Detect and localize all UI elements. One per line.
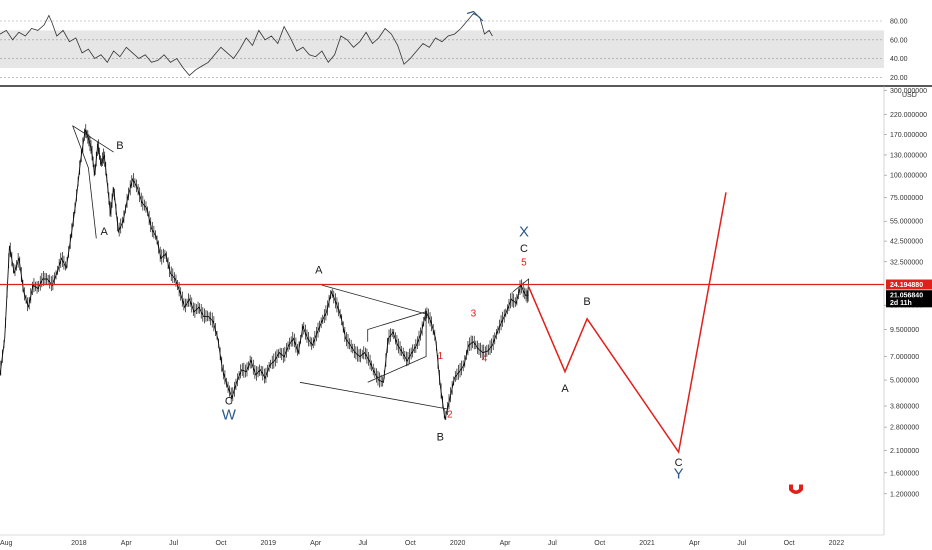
rsi-tick-label: 60.00: [890, 37, 908, 44]
rsi-y-axis: 80.00 60.00 40.00 20.00: [890, 19, 908, 82]
price-tick-label: 300.000000: [890, 88, 927, 95]
time-tick-label: Jul: [548, 540, 557, 547]
wave-label: 2: [447, 410, 453, 421]
wave-label: B: [437, 431, 444, 443]
price-tick-label: 130.000000: [890, 152, 927, 159]
time-tick-label: Jul: [737, 540, 746, 547]
rsi-tick-label: 80.00: [890, 19, 908, 26]
rsi-tick-label: 40.00: [890, 56, 908, 63]
wave-label: C: [520, 243, 528, 255]
time-tick-label: Jul: [359, 540, 368, 547]
price-tick-label: 3.800000: [890, 403, 919, 410]
price-tick-label: 220.000000: [890, 112, 927, 119]
wave-label: 4: [482, 354, 488, 365]
wave-label: A: [561, 383, 569, 395]
wave-label: B: [583, 296, 590, 308]
price-tag-box: [886, 279, 932, 290]
price-tag-label: 24.194880: [890, 282, 923, 289]
wave-label: 1: [438, 351, 444, 362]
price-tag-box: [886, 290, 932, 301]
wave-label: 3: [471, 308, 477, 319]
projection-path: [528, 192, 727, 455]
price-tick-label: 1.600000: [890, 470, 919, 477]
trend-line: [72, 125, 114, 153]
rsi-panel: 80.00 60.00 40.00 20.00: [0, 10, 908, 82]
trend-line: [367, 311, 427, 383]
price-tag-label: 21.056840: [890, 293, 923, 300]
currency-label: USD: [902, 92, 917, 99]
wave-label: C: [225, 395, 233, 407]
wave-label: A: [100, 226, 108, 238]
time-tick-label: Oct: [216, 540, 227, 547]
rsi-tick-label: 20.00: [890, 75, 908, 82]
trend-line: [512, 278, 530, 304]
price-panel: 300.000000 220.000000 170.000000 130.000000…: [0, 86, 932, 535]
time-tick-label: 2022: [829, 540, 845, 547]
wave-label: 5: [521, 257, 527, 268]
time-tick-label: Apr: [500, 540, 512, 547]
annotation-lines: [72, 125, 530, 410]
rsi-band: [0, 30, 884, 68]
time-tick-label: Oct: [784, 540, 795, 547]
time-tick-label: 2019: [261, 540, 277, 547]
time-tick-label: Apr: [121, 540, 133, 547]
price-tick-label: 100.000000: [890, 173, 927, 180]
time-tick-label: Jul: [169, 540, 178, 547]
time-tick-label: 2018: [71, 540, 87, 547]
price-tick-label: 2.800000: [890, 425, 919, 432]
trend-line: [72, 125, 97, 239]
price-tick-label: 1.200000: [890, 491, 919, 498]
time-tick-label: Oct: [594, 540, 605, 547]
time-tick-label: 2020: [450, 540, 466, 547]
time-tick-label: Oct: [405, 540, 416, 547]
wave-label: W: [222, 406, 237, 423]
price-tick-label: 2.100000: [890, 448, 919, 455]
rsi-divergence-line: [466, 10, 484, 22]
wave-label: A: [315, 264, 323, 276]
price-tick-label: 32.500000: [890, 259, 923, 266]
rsi-grid: [0, 20, 884, 78]
trend-line: [299, 381, 449, 410]
price-tag-box: [886, 297, 932, 308]
price-tick-label: 55.000000: [890, 219, 923, 226]
price-tick-label: 42.500000: [890, 239, 923, 246]
time-axis: Aug 2018 Apr Jul Oct 2019 Apr Jul Oct 2020 Apr Jul O…: [0, 540, 844, 547]
magnet-icon[interactable]: [789, 482, 803, 494]
time-tick-label: Aug: [0, 540, 13, 547]
trend-line: [321, 284, 427, 315]
rsi-line: [0, 12, 493, 76]
wave-label: C: [675, 457, 683, 469]
time-tick-label: Apr: [310, 540, 322, 547]
price-tick-label: 5.000000: [890, 378, 919, 385]
wave-label: X: [519, 224, 529, 241]
price-tick-label: 9.500000: [890, 327, 919, 334]
price-tick-label: 75.000000: [890, 195, 923, 202]
wave-label: Y: [674, 466, 684, 483]
price-tick-label: 7.000000: [890, 354, 919, 361]
time-tick-label: 2021: [639, 540, 655, 547]
price-tick-label: 170.000000: [890, 132, 927, 139]
price-line: [0, 129, 529, 420]
time-tick-label: Apr: [689, 540, 701, 547]
price-tag-label: 2d 11h: [890, 300, 912, 307]
price-y-axis: 300.000000 220.000000 170.000000 130.000000…: [884, 88, 927, 498]
wave-label: B: [116, 140, 123, 152]
